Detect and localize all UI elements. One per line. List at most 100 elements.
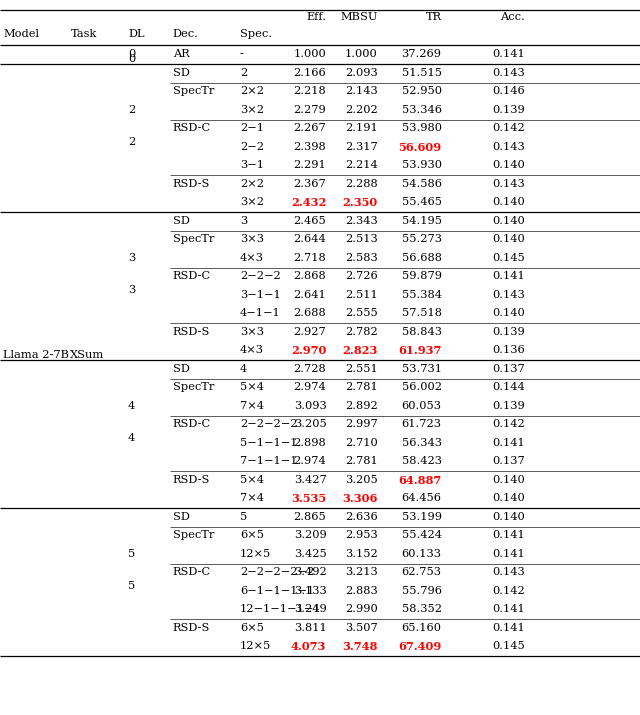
Text: 3.152: 3.152 <box>345 549 378 559</box>
Text: 3: 3 <box>128 285 135 295</box>
Text: 65.160: 65.160 <box>402 623 442 633</box>
Text: RSD-C: RSD-C <box>173 123 211 133</box>
Text: 53.731: 53.731 <box>402 364 442 374</box>
Text: 53.346: 53.346 <box>402 105 442 115</box>
Text: 7×4: 7×4 <box>240 401 264 411</box>
Text: 37.269: 37.269 <box>402 49 442 59</box>
Text: SpecTr: SpecTr <box>173 235 214 245</box>
Text: 0.137: 0.137 <box>492 364 525 374</box>
Text: 0.140: 0.140 <box>492 197 525 207</box>
Text: 3.249: 3.249 <box>294 604 326 614</box>
Text: 3.133: 3.133 <box>294 586 326 596</box>
Text: 2.641: 2.641 <box>294 290 326 300</box>
Text: 0.141: 0.141 <box>492 531 525 541</box>
Text: 3: 3 <box>128 253 135 263</box>
Text: 3.205: 3.205 <box>345 475 378 485</box>
Text: 2.718: 2.718 <box>294 253 326 263</box>
Text: SpecTr: SpecTr <box>173 87 214 97</box>
Text: 4.073: 4.073 <box>291 641 326 652</box>
Text: 2.317: 2.317 <box>345 142 378 152</box>
Text: 2.343: 2.343 <box>345 216 378 226</box>
Text: 3.306: 3.306 <box>342 493 378 504</box>
Text: 3: 3 <box>240 216 247 226</box>
Text: 2.432: 2.432 <box>291 197 326 208</box>
Text: 4×3: 4×3 <box>240 253 264 263</box>
Text: 2.583: 2.583 <box>345 253 378 263</box>
Text: 61.723: 61.723 <box>402 419 442 429</box>
Text: RSD-S: RSD-S <box>173 475 210 485</box>
Text: 4: 4 <box>128 401 135 411</box>
Text: 2−2−2−2: 2−2−2−2 <box>240 419 298 429</box>
Text: 2.267: 2.267 <box>294 123 326 133</box>
Text: 2.398: 2.398 <box>294 142 326 152</box>
Text: 0.139: 0.139 <box>492 105 525 115</box>
Text: 3.811: 3.811 <box>294 623 326 633</box>
Text: 0.140: 0.140 <box>492 216 525 226</box>
Text: RSD-S: RSD-S <box>173 623 210 633</box>
Text: 64.456: 64.456 <box>402 493 442 503</box>
Text: 3.427: 3.427 <box>294 475 326 485</box>
Text: DL: DL <box>128 29 145 39</box>
Text: 3×3: 3×3 <box>240 327 264 337</box>
Text: 53.199: 53.199 <box>402 512 442 522</box>
Text: 2−2: 2−2 <box>240 142 264 152</box>
Text: 0.140: 0.140 <box>492 493 525 503</box>
Text: 2.511: 2.511 <box>345 290 378 300</box>
Text: 2.997: 2.997 <box>345 419 378 429</box>
Text: SD: SD <box>173 512 189 522</box>
Text: 0.143: 0.143 <box>492 68 525 78</box>
Text: 1.000: 1.000 <box>345 49 378 59</box>
Text: 2.883: 2.883 <box>345 586 378 596</box>
Text: 2: 2 <box>128 137 135 147</box>
Text: 6−1−1−1−1: 6−1−1−1−1 <box>240 586 314 596</box>
Text: 0.145: 0.145 <box>492 641 525 651</box>
Text: 2×2: 2×2 <box>240 87 264 97</box>
Text: 55.424: 55.424 <box>402 531 442 541</box>
Text: 3.425: 3.425 <box>294 549 326 559</box>
Text: 2.726: 2.726 <box>345 271 378 281</box>
Text: Task: Task <box>70 29 97 39</box>
Text: 3×3: 3×3 <box>240 235 264 245</box>
Text: 2.710: 2.710 <box>345 438 378 448</box>
Text: 2.218: 2.218 <box>294 87 326 97</box>
Text: 0.139: 0.139 <box>492 401 525 411</box>
Text: 3×2: 3×2 <box>240 105 264 115</box>
Text: 2−1: 2−1 <box>240 123 264 133</box>
Text: 51.515: 51.515 <box>402 68 442 78</box>
Text: 52.950: 52.950 <box>402 87 442 97</box>
Text: 0.140: 0.140 <box>492 475 525 485</box>
Text: 2−2−2−2−2: 2−2−2−2−2 <box>240 567 314 577</box>
Text: 0.141: 0.141 <box>492 49 525 59</box>
Text: 53.930: 53.930 <box>402 160 442 170</box>
Text: 0.140: 0.140 <box>492 308 525 318</box>
Text: 6×5: 6×5 <box>240 623 264 633</box>
Text: 7−1−1−1: 7−1−1−1 <box>240 456 298 466</box>
Text: 61.937: 61.937 <box>398 345 442 356</box>
Text: Model: Model <box>3 29 39 39</box>
Text: 2.823: 2.823 <box>342 345 378 356</box>
Text: 54.586: 54.586 <box>402 179 442 189</box>
Text: 2.513: 2.513 <box>345 235 378 245</box>
Text: 55.384: 55.384 <box>402 290 442 300</box>
Text: 4: 4 <box>240 364 247 374</box>
Text: 55.796: 55.796 <box>402 586 442 596</box>
Text: 5: 5 <box>240 512 247 522</box>
Text: Dec.: Dec. <box>173 29 198 39</box>
Text: 2.279: 2.279 <box>294 105 326 115</box>
Text: SpecTr: SpecTr <box>173 383 214 393</box>
Text: XSum: XSum <box>70 350 105 360</box>
Text: 2.990: 2.990 <box>345 604 378 614</box>
Text: 2.865: 2.865 <box>294 512 326 522</box>
Text: 60.133: 60.133 <box>402 549 442 559</box>
Text: 2.214: 2.214 <box>345 160 378 170</box>
Text: 0.142: 0.142 <box>492 123 525 133</box>
Text: 2: 2 <box>240 68 247 78</box>
Text: 0.143: 0.143 <box>492 567 525 577</box>
Text: 2.974: 2.974 <box>294 456 326 466</box>
Text: 5×4: 5×4 <box>240 475 264 485</box>
Text: 56.343: 56.343 <box>402 438 442 448</box>
Text: 54.195: 54.195 <box>402 216 442 226</box>
Text: 4×3: 4×3 <box>240 345 264 355</box>
Text: SpecTr: SpecTr <box>173 531 214 541</box>
Text: 2.093: 2.093 <box>345 68 378 78</box>
